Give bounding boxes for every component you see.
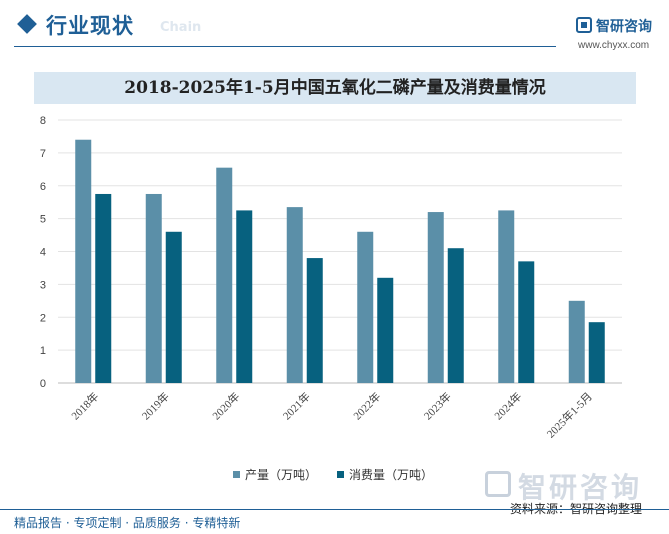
- bar-chart: 0 1 2 3 4 5 6 7 8 2018年 2019年 2020年 2021年 2022年 2023年 2…: [40, 115, 622, 441]
- legend-swatch-consumption: [337, 470, 344, 478]
- bar: [568, 300, 585, 383]
- x-tick-label: 2025年1-5月: [543, 389, 594, 440]
- y-tick-label: 0: [40, 378, 46, 390]
- x-tick-label: 2019年: [139, 389, 172, 422]
- x-tick-label: 2018年: [68, 389, 101, 422]
- legend: 产量（万吨） 消费量（万吨）: [0, 464, 669, 484]
- watermark-text: 智研咨询: [518, 471, 643, 504]
- bar: [216, 167, 233, 383]
- bar: [498, 210, 515, 383]
- bar: [75, 139, 92, 383]
- footer-divider: [0, 509, 669, 510]
- y-tick-label: 6: [40, 181, 46, 193]
- header: 行业现状 Chain 智研咨询 www.chyxx.com: [0, 0, 669, 56]
- legend-item-production: 产量（万吨）: [233, 464, 317, 484]
- legend-swatch-production: [233, 470, 240, 478]
- brand-logo-icon: [576, 17, 592, 33]
- chart-title: 2018-2025年1-5月中国五氧化二磷产量及消费量情况: [124, 78, 546, 98]
- bar: [286, 207, 303, 383]
- x-tick-label: 2020年: [209, 389, 242, 422]
- y-tick-label: 4: [40, 247, 46, 259]
- x-tick-label: 2022年: [350, 389, 383, 422]
- bar: [357, 231, 374, 383]
- bar: [427, 212, 444, 383]
- y-tick-label: 7: [40, 148, 46, 160]
- bar: [95, 193, 112, 383]
- bar: [377, 277, 394, 383]
- legend-item-consumption: 消费量（万吨）: [337, 464, 433, 484]
- legend-label-production: 产量（万吨）: [245, 467, 318, 482]
- watermark-logo-icon: [485, 471, 511, 497]
- bar: [236, 210, 253, 383]
- header-divider: [14, 46, 556, 47]
- chart-title-band: 2018-2025年1-5月中国五氧化二磷产量及消费量情况: [34, 72, 636, 104]
- x-tick-label: 2023年: [421, 389, 454, 422]
- y-tick-label: 5: [40, 214, 46, 226]
- y-tick-label: 3: [40, 279, 46, 291]
- x-tick-label: 2021年: [280, 389, 313, 422]
- bar: [165, 231, 182, 383]
- brand-url: www.chyxx.com: [578, 40, 650, 51]
- bar: [447, 248, 464, 383]
- bar: [518, 261, 535, 383]
- bar: [145, 193, 162, 383]
- legend-label-consumption: 消费量（万吨）: [349, 467, 434, 482]
- x-tick-label: 2024年: [491, 389, 524, 422]
- section-subtitle: Chain: [160, 20, 202, 35]
- brand-name: 智研咨询: [596, 19, 652, 35]
- footer-tagline: 精品报告 · 专项定制 · 品质服务 · 专精特新: [14, 516, 241, 530]
- y-tick-label: 2: [40, 312, 46, 324]
- bar: [306, 258, 323, 383]
- section-title: 行业现状: [46, 14, 134, 38]
- bar: [588, 322, 605, 383]
- y-tick-label: 1: [40, 345, 46, 357]
- y-tick-label: 8: [40, 115, 46, 127]
